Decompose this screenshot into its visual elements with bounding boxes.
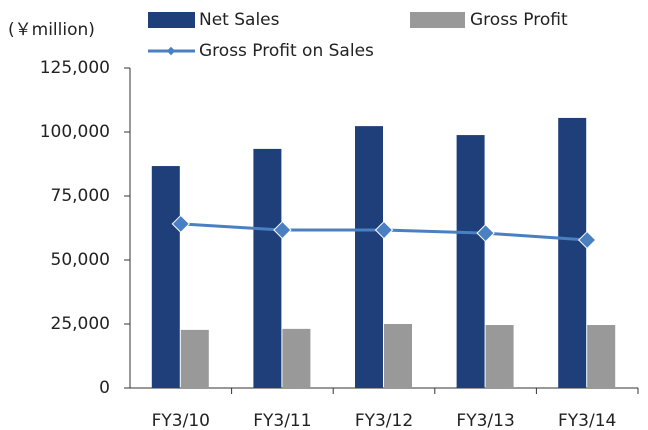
y-axis-label: (￥million) — [8, 20, 95, 40]
y-tick-label: 25,000 — [51, 314, 110, 334]
bar — [253, 148, 282, 388]
x-tick-label: FY3/14 — [558, 411, 616, 430]
bar — [151, 166, 180, 388]
bar — [282, 328, 311, 388]
legend-label: Gross Profit — [470, 10, 568, 30]
bar — [384, 324, 412, 388]
legend-swatch — [148, 12, 195, 28]
bar — [485, 325, 514, 388]
line-marker — [171, 214, 190, 234]
bar — [180, 329, 209, 388]
legend-swatch — [166, 46, 176, 56]
bar — [587, 325, 616, 388]
line-marker — [476, 223, 495, 243]
y-tick-label: 100,000 — [40, 122, 110, 142]
legend-label: Gross Profit on Sales — [199, 41, 374, 61]
y-tick-label: 125,000 — [40, 58, 110, 78]
bar — [355, 126, 383, 388]
line-marker — [374, 220, 394, 240]
y-tick-label: 75,000 — [51, 186, 110, 206]
y-tick-label: 0 — [99, 378, 110, 398]
x-tick-label: FY3/12 — [355, 411, 413, 430]
y-tick-label: 50,000 — [51, 250, 110, 270]
x-tick-label: FY3/13 — [456, 411, 514, 430]
legend-swatch — [410, 12, 465, 28]
line-marker — [578, 230, 597, 250]
line-marker — [273, 220, 292, 240]
x-tick-label: FY3/11 — [253, 411, 311, 430]
x-tick-label: FY3/10 — [152, 411, 210, 430]
bar — [456, 135, 485, 388]
legend-label: Net Sales — [199, 10, 280, 30]
bar — [558, 117, 587, 389]
